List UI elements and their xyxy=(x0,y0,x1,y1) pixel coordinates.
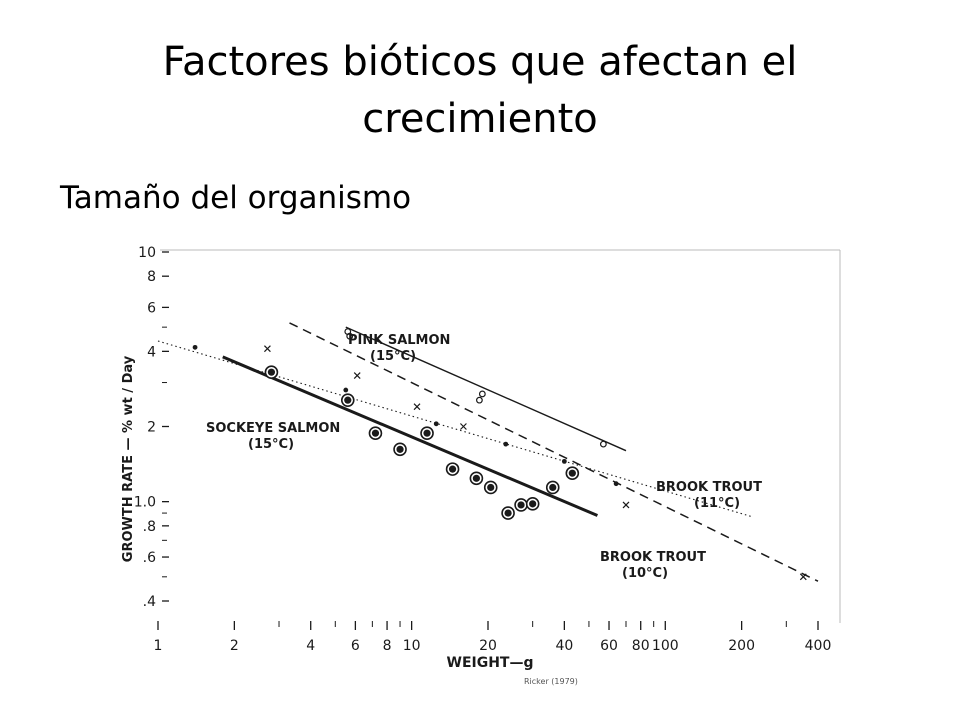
data-point xyxy=(478,390,486,398)
data-point xyxy=(346,332,354,340)
data-point xyxy=(264,365,279,380)
series-line xyxy=(289,322,819,582)
cross-stroke xyxy=(263,345,271,353)
x-tick-label: 1 xyxy=(154,638,163,654)
y-tick-label: .6 xyxy=(143,550,156,566)
data-point xyxy=(476,396,483,404)
y-tick-label: .8 xyxy=(143,519,156,535)
x-tick-label: 6 xyxy=(351,638,360,654)
data-point xyxy=(525,497,540,511)
dot xyxy=(472,474,480,482)
dot xyxy=(344,396,352,404)
x-tick-label: 200 xyxy=(728,638,755,654)
data-point xyxy=(420,426,434,441)
series-line xyxy=(345,326,627,452)
y-axis-title: GROWTH RATE — % wt / Day xyxy=(121,355,136,562)
y-tick-label: 10 xyxy=(138,245,156,261)
series-label: (11°C) xyxy=(694,496,740,511)
cross-stroke xyxy=(413,403,421,411)
dot xyxy=(371,429,380,437)
series-labels: PINK SALMON(15°C)BROOK TROUT(11°C)BROOK … xyxy=(206,333,762,581)
data-point xyxy=(263,345,271,353)
y-tick-label: 6 xyxy=(147,300,156,316)
dot xyxy=(448,465,457,473)
series-label: PINK SALMON xyxy=(348,333,450,348)
y-tick-label: .4 xyxy=(143,594,156,610)
growth-rate-chart: 1 2 4 6 8 10 20 40 60 80 100 200 400 .4 .6 .8 1.0 2 4 6 8 10… xyxy=(121,245,841,670)
cross-stroke xyxy=(799,573,807,581)
citation: Ricker (1979) xyxy=(524,677,578,686)
x-tick-label: 80 xyxy=(632,638,650,654)
series-line xyxy=(222,355,598,517)
x-tick-label: 100 xyxy=(652,638,679,654)
data-point xyxy=(192,344,198,350)
data-point xyxy=(368,426,383,441)
series-label: SOCKEYE SALMON xyxy=(206,421,340,436)
series-label: BROOK TROUT xyxy=(656,480,762,495)
dot xyxy=(529,500,537,508)
data-point xyxy=(799,573,807,581)
dot xyxy=(568,469,576,477)
series-label: (15°C) xyxy=(248,437,294,452)
dot xyxy=(504,509,512,517)
dot xyxy=(423,429,431,437)
x-tick-label: 60 xyxy=(600,638,618,654)
x-tick-label: 400 xyxy=(805,638,832,654)
data-point xyxy=(413,403,421,411)
data-point xyxy=(599,440,607,448)
chart-frame xyxy=(160,249,841,623)
series-lines xyxy=(157,322,819,582)
data-point xyxy=(343,387,349,393)
data-point xyxy=(545,480,560,495)
x-tick-label: 8 xyxy=(383,638,392,654)
y-tick-label: 2 xyxy=(147,420,156,436)
series-label: (10°C) xyxy=(622,566,668,581)
data-point xyxy=(483,480,498,495)
x-axis-title: WEIGHT—g xyxy=(447,655,534,670)
slide-subtitle: Tamaño del organismo xyxy=(60,180,412,216)
data-point xyxy=(445,462,460,476)
data-point xyxy=(340,393,355,407)
dot xyxy=(396,445,404,453)
x-tick-label: 10 xyxy=(403,638,421,654)
slide-title: Factores bióticos que afectan el crecimi… xyxy=(162,39,798,142)
data-point xyxy=(613,481,619,487)
x-tick-label: 40 xyxy=(555,638,573,654)
data-point xyxy=(433,421,439,427)
dot xyxy=(267,368,276,376)
cross-stroke xyxy=(459,423,467,430)
data-point xyxy=(565,466,580,481)
y-tick-label: 1.0 xyxy=(134,495,156,511)
y-axis-ticks: .4 .6 .8 1.0 2 4 6 8 10 xyxy=(134,245,169,610)
series-points xyxy=(192,328,807,581)
x-axis-ticks: 1 2 4 6 8 10 20 40 60 80 100 200 400 xyxy=(154,621,832,654)
x-tick-label: 20 xyxy=(479,638,497,654)
data-point xyxy=(561,458,567,464)
y-tick-label: 4 xyxy=(147,344,156,360)
series-label: (15°C) xyxy=(370,349,416,364)
data-point xyxy=(459,423,467,430)
x-tick-label: 4 xyxy=(306,638,315,654)
data-point xyxy=(353,372,361,379)
dot xyxy=(549,483,557,492)
data-point xyxy=(514,498,528,512)
cross-stroke xyxy=(622,501,630,509)
x-tick-label: 2 xyxy=(230,638,239,654)
data-point xyxy=(622,501,630,509)
y-tick-label: 8 xyxy=(147,269,156,285)
data-point xyxy=(393,442,407,457)
series-label: BROOK TROUT xyxy=(600,550,706,565)
data-point xyxy=(503,441,509,447)
data-point xyxy=(469,471,484,486)
dot xyxy=(517,501,525,509)
data-point xyxy=(501,506,515,520)
dot xyxy=(487,483,495,492)
cross-stroke xyxy=(353,372,361,379)
